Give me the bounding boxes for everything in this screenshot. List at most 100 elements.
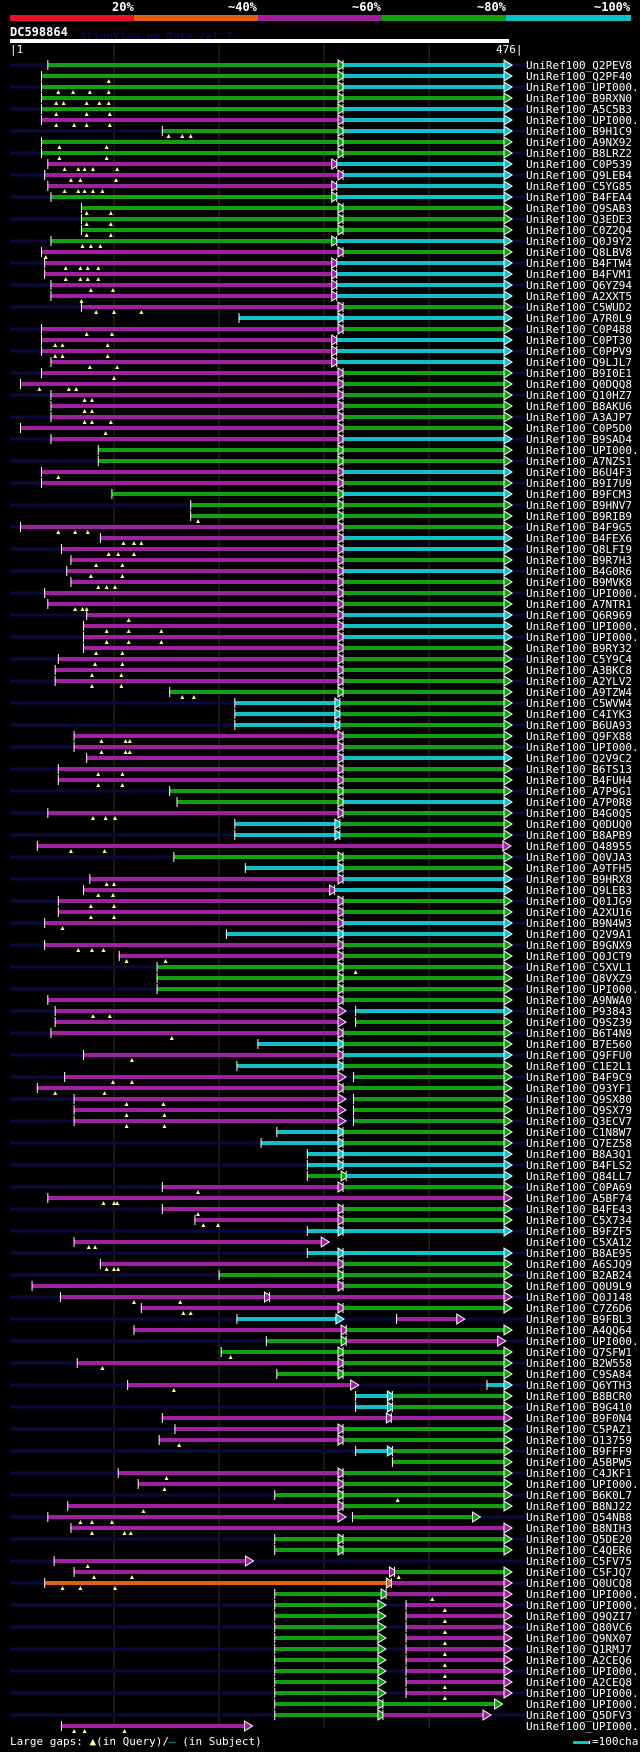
hit-label[interactable]: UniRef100_A3BKC8 <box>526 664 632 677</box>
hit-label[interactable]: UniRef100_Q9FX88 <box>526 730 632 743</box>
hit-label[interactable]: UniRef100_B9RIB9 <box>526 510 632 523</box>
hit-label[interactable]: UniRef100_B9HNV7 <box>526 499 632 512</box>
hit-label[interactable]: UniRef100_B4FEA4 <box>526 191 632 204</box>
hit-label[interactable]: UniRef100_Q7EZ58 <box>526 1137 632 1150</box>
hit-label[interactable]: UniRef100_Q9SAB3 <box>526 202 632 215</box>
hit-label[interactable]: UniRef100_B9FFF9 <box>526 1445 632 1458</box>
hit-label[interactable]: UniRef100_Q48955 <box>526 840 632 853</box>
hit-label[interactable]: UniRef100_Q0J9Y2 <box>526 235 632 248</box>
hit-label[interactable]: UniRef100_B9F0N4 <box>526 1412 632 1425</box>
hit-label[interactable]: UniRef100_B8A3Q1 <box>526 1148 632 1161</box>
hit-label[interactable]: UniRef100_A7NTR1 <box>526 598 632 611</box>
hit-label[interactable]: UniRef100_UPI000.. <box>526 1478 640 1491</box>
hit-label[interactable]: UniRef100_Q10HZ7 <box>526 389 632 402</box>
hit-label[interactable]: UniRef100_P93843 <box>526 1005 632 1018</box>
hit-label[interactable]: UniRef100_A2CEQ6 <box>526 1654 632 1667</box>
hit-label[interactable]: UniRef100_B8AE95 <box>526 1247 632 1260</box>
hit-label[interactable]: UniRef100_Q9FFU0 <box>526 1049 632 1062</box>
hit-label[interactable]: UniRef100_B9MVK8 <box>526 576 632 589</box>
hit-label[interactable]: UniRef100_C1E2L1 <box>526 1060 632 1073</box>
hit-label[interactable]: UniRef100_C0P488 <box>526 323 632 336</box>
hit-label[interactable]: UniRef100_A2XU16 <box>526 906 632 919</box>
hit-label[interactable]: UniRef100_C0Z2Q4 <box>526 224 632 237</box>
hit-label[interactable]: UniRef100_B8LRZ2 <box>526 147 632 160</box>
hit-label[interactable]: UniRef100_C7Z6D6 <box>526 1302 632 1315</box>
hit-label[interactable]: UniRef100_Q0U9L9 <box>526 1280 632 1293</box>
hit-label[interactable]: UniRef100_A9NWA0 <box>526 994 632 1007</box>
hit-label[interactable]: UniRef100_B8BCR0 <box>526 1390 632 1403</box>
hit-label[interactable]: UniRef100_UPI000.. <box>526 741 640 754</box>
hit-label[interactable]: UniRef100_C0P5D0 <box>526 422 632 435</box>
hit-label[interactable]: UniRef100_Q84LL7 <box>526 1170 632 1183</box>
hit-label[interactable]: UniRef100_Q80VC6 <box>526 1621 632 1634</box>
hit-label[interactable]: UniRef100_B9N4W3 <box>526 917 632 930</box>
hit-label[interactable]: UniRef100_C5WUD2 <box>526 301 632 314</box>
hit-label[interactable]: UniRef100_B8AKU6 <box>526 400 632 413</box>
hit-label[interactable]: UniRef100_C0PA69 <box>526 1181 632 1194</box>
hit-label[interactable]: UniRef100_O13759 <box>526 1434 632 1447</box>
hit-label[interactable]: UniRef100_UPI000.. <box>526 1698 640 1711</box>
hit-label[interactable]: UniRef100_C5FV75 <box>526 1555 632 1568</box>
hit-label[interactable]: UniRef100_B4G0Q5 <box>526 807 632 820</box>
hit-label[interactable]: UniRef100_UPI000.. <box>526 620 640 633</box>
hit-label[interactable]: UniRef100_B9HRX8 <box>526 873 632 886</box>
hit-label[interactable]: UniRef100_Q6YZ94 <box>526 279 632 292</box>
hit-label[interactable]: UniRef100_B8APB9 <box>526 829 632 842</box>
hit-label[interactable]: UniRef100_A7P9G1 <box>526 785 632 798</box>
hit-label[interactable]: UniRef100_C5FJQ7 <box>526 1566 632 1579</box>
hit-label[interactable]: UniRef100_Q9SZ39 <box>526 1016 632 1029</box>
hit-label[interactable]: UniRef100_A2CEQ8 <box>526 1676 632 1689</box>
hit-label[interactable]: UniRef100_Q3EDE3 <box>526 213 632 226</box>
hit-label[interactable]: UniRef100_B9H1C9 <box>526 125 632 138</box>
hit-label[interactable]: UniRef100_Q7SFW1 <box>526 1346 632 1359</box>
hit-label[interactable]: UniRef100_UPI000.. <box>526 587 640 600</box>
hit-label[interactable]: UniRef100_A9NX92 <box>526 136 632 149</box>
hit-label[interactable]: UniRef100_A5BF74 <box>526 1192 632 1205</box>
hit-label[interactable]: UniRef100_UPI000.. <box>526 1720 640 1733</box>
hit-label[interactable]: UniRef100_C5YG85 <box>526 180 632 193</box>
hit-label[interactable]: UniRef100_C5Y9C4 <box>526 653 632 666</box>
hit-label[interactable]: UniRef100_B9GNX9 <box>526 939 632 952</box>
hit-label[interactable]: UniRef100_Q0DUQ0 <box>526 818 632 831</box>
hit-label[interactable]: UniRef100_Q9QZI7 <box>526 1610 632 1623</box>
hit-label[interactable]: UniRef100_Q0UCQ8 <box>526 1577 632 1590</box>
hit-label[interactable]: UniRef100_B6U4F3 <box>526 466 632 479</box>
hit-label[interactable]: UniRef100_Q6R969 <box>526 609 632 622</box>
hit-label[interactable]: UniRef100_C5X734 <box>526 1214 632 1227</box>
hit-label[interactable]: UniRef100_UPI000.. <box>526 1335 640 1348</box>
hit-label[interactable]: UniRef100_A7P0R8 <box>526 796 632 809</box>
hit-label[interactable]: UniRef100_B9I7U9 <box>526 477 632 490</box>
hit-label[interactable]: UniRef100_Q0JCT9 <box>526 950 632 963</box>
hit-label[interactable]: UniRef100_Q6YTH3 <box>526 1379 632 1392</box>
hit-label[interactable]: UniRef100_B4F9C9 <box>526 1071 632 1084</box>
hit-label[interactable]: UniRef100_A9TFH5 <box>526 862 632 875</box>
hit-label[interactable]: UniRef100_B4FEX6 <box>526 532 632 545</box>
hit-label[interactable]: UniRef100_Q01JG9 <box>526 895 632 908</box>
hit-label[interactable]: UniRef100_UPI000.. <box>526 81 640 94</box>
hit-label[interactable]: UniRef100_Q8VXZ9 <box>526 972 632 985</box>
hit-label[interactable]: UniRef100_B4F9G5 <box>526 521 632 534</box>
hit-label[interactable]: UniRef100_Q54NB8 <box>526 1511 632 1524</box>
hit-label[interactable]: UniRef100_C1N8W7 <box>526 1126 632 1139</box>
hit-label[interactable]: UniRef100_Q9SX80 <box>526 1093 632 1106</box>
hit-label[interactable]: UniRef100_B6UA93 <box>526 719 632 732</box>
hit-label[interactable]: UniRef100_B9FBL3 <box>526 1313 632 1326</box>
hit-label[interactable]: UniRef100_C4IYK3 <box>526 708 632 721</box>
hit-label[interactable]: UniRef100_B2W558 <box>526 1357 632 1370</box>
hit-label[interactable]: UniRef100_A3AJP7 <box>526 411 632 424</box>
hit-label[interactable]: UniRef100_B9I0E1 <box>526 367 632 380</box>
hit-label[interactable]: UniRef100_B9SAD4 <box>526 433 632 446</box>
hit-label[interactable]: UniRef100_Q2PEV8 <box>526 59 632 72</box>
hit-label[interactable]: UniRef100_Q3ECV7 <box>526 1115 632 1128</box>
hit-label[interactable]: UniRef100_B4FVM1 <box>526 268 632 281</box>
hit-label[interactable]: UniRef100_C9SA84 <box>526 1368 632 1381</box>
hit-label[interactable]: UniRef100_Q5DFV3 <box>526 1709 632 1722</box>
hit-label[interactable]: UniRef100_UPI000.. <box>526 1599 640 1612</box>
hit-label[interactable]: UniRef100_UPI000.. <box>526 631 640 644</box>
hit-label[interactable]: UniRef100_UPI000.. <box>526 1588 640 1601</box>
hit-label[interactable]: UniRef100_C4JKF1 <box>526 1467 632 1480</box>
hit-label[interactable]: UniRef100_UPI000.. <box>526 1665 640 1678</box>
hit-label[interactable]: UniRef100_A9TZW4 <box>526 686 632 699</box>
hit-label[interactable]: UniRef100_Q93YF1 <box>526 1082 632 1095</box>
hit-label[interactable]: UniRef100_Q2V9C2 <box>526 752 632 765</box>
